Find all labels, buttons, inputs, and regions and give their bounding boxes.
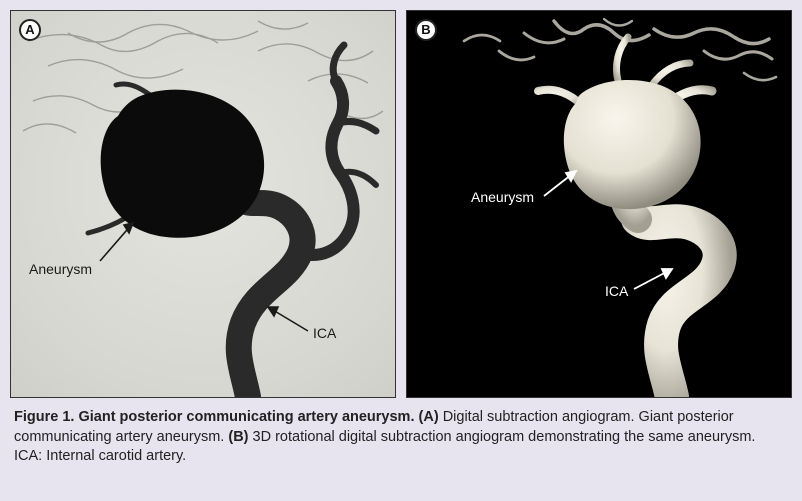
- figure-caption: Figure 1. Giant posterior communicating …: [10, 408, 792, 467]
- figure-container: A: [0, 0, 802, 501]
- panel-a-image: [11, 11, 395, 397]
- caption-abbrev: ICA: Internal carotid artery.: [14, 448, 186, 464]
- figure-panels: A: [10, 10, 792, 398]
- panel-b-badge: B: [415, 19, 437, 41]
- panel-a: A: [10, 10, 396, 398]
- panel-b-image: [407, 11, 791, 397]
- caption-b-label: (B): [228, 429, 248, 445]
- caption-a-label: (A): [419, 409, 439, 425]
- figure-number: Figure 1.: [14, 409, 74, 425]
- figure-title: Giant posterior communicating artery ane…: [78, 409, 414, 425]
- panel-b: B: [406, 10, 792, 398]
- panel-a-badge: A: [19, 19, 41, 41]
- caption-b-text: 3D rotational digital subtraction angiog…: [253, 429, 756, 445]
